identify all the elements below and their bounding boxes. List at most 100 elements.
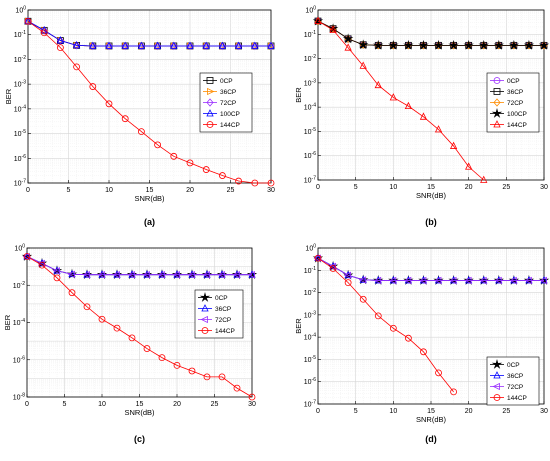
y-tick-label: 10-4 [304, 333, 316, 342]
x-tick-label: 20 [186, 187, 194, 194]
data-point-circle-marker [73, 63, 80, 71]
data-point-circle-marker [329, 265, 337, 272]
data-point-diamond-marker [154, 41, 162, 51]
x-tick-label: 25 [227, 187, 235, 194]
y-tick-label: 10-1 [304, 30, 316, 39]
data-point-circle-marker [404, 334, 412, 342]
series-line-144cp [317, 257, 454, 393]
panel-label: (c) [134, 434, 145, 444]
data-point-circle-marker [154, 141, 162, 149]
data-point-triangle-marker [232, 271, 240, 279]
x-tick-label: 15 [427, 184, 435, 191]
data-point-triangle-marker [267, 41, 275, 49]
data-point-triangle-marker [510, 276, 518, 284]
legend-label: 0CP [215, 295, 228, 302]
data-point-triangle-marker [218, 41, 227, 49]
legend-star-marker [199, 292, 211, 302]
data-point-circle-marker [359, 295, 367, 303]
legend-triangle-marker [201, 304, 209, 312]
data-point-triangle-marker [314, 253, 322, 262]
data-point-triangle-marker [23, 252, 31, 260]
data-point-triangle-marker [233, 270, 241, 278]
y-tick-label: 100 [15, 6, 26, 15]
y-tick-label: 10-8 [13, 393, 25, 402]
y-tick-label: 10-4 [13, 318, 25, 327]
data-point-triangle-marker [172, 271, 180, 279]
chart-panel-4: 0 5 10 15 20 25 30 100 10-1 10-2 10-3 10-4 10-5 10-6 1… [294, 244, 550, 444]
data-point-triangle-marker [202, 271, 210, 279]
legend-label: 100CP [507, 111, 527, 118]
data-point-triangle-marker [97, 271, 105, 279]
data-point-circle-marker [267, 179, 275, 187]
data-point-triangle-marker [539, 276, 547, 285]
series-144cp [24, 17, 275, 187]
data-point-triangle-marker [358, 276, 367, 284]
data-point-diamond-marker [251, 41, 259, 51]
x-tick-label: 30 [540, 184, 548, 191]
legend-label: 36CP [220, 89, 236, 96]
panel-label: (a) [144, 217, 155, 227]
x-tick-label: 25 [211, 401, 219, 408]
data-point-triangle-marker [67, 270, 75, 278]
x-tick-label: 0 [25, 401, 29, 408]
data-point-triangle-marker [329, 25, 337, 33]
data-point-circle-marker [89, 83, 97, 90]
data-point-triangle-marker [524, 276, 532, 285]
data-point-triangle-marker [24, 16, 32, 25]
legend-label: 36CP [507, 89, 523, 96]
data-point-diamond-marker [202, 41, 210, 51]
data-point-diamond-marker [121, 41, 129, 51]
data-point-triangle-marker [479, 276, 487, 285]
data-point-triangle-marker [248, 270, 256, 278]
data-point-triangle-marker [121, 41, 129, 49]
data-point-star-marker [538, 39, 550, 50]
data-point-star-marker [478, 39, 489, 50]
x-tick-label: 15 [427, 408, 435, 415]
y-tick-label: 100 [305, 244, 316, 253]
x-tick-label: 20 [465, 408, 473, 415]
data-point-circle-marker [173, 361, 181, 369]
x-tick-label: 30 [267, 187, 275, 194]
data-point-circle-marker [170, 152, 178, 160]
data-point-circle-marker [121, 115, 129, 123]
chart-panel-1: 0 5 10 15 20 25 30 100 10-1 10-2 10-3 10-4 10-5 10-6 1… [4, 6, 276, 227]
legend-label: 72CP [507, 384, 523, 391]
x-tick-label: 0 [26, 187, 30, 194]
data-point-circle-marker [23, 253, 31, 260]
data-point-diamond-marker [73, 41, 81, 50]
legend-label: 100CP [220, 111, 240, 118]
data-point-triangle-marker [105, 41, 113, 49]
series-line-144cp [26, 256, 253, 398]
data-point-circle-marker [186, 159, 194, 167]
x-tick-label: 20 [465, 184, 473, 191]
series-100cp [312, 15, 550, 50]
x-tick-label: 5 [67, 187, 71, 194]
data-point-star-marker [448, 39, 459, 50]
x-tick-label: 10 [98, 401, 106, 408]
y-axis-label: BER [294, 87, 303, 103]
legend-circle-marker [201, 327, 209, 334]
data-point-star-marker [342, 33, 354, 44]
legend: 0CP 36CP 72CP 100CP 144CP [199, 72, 253, 133]
data-point-triangle-marker [495, 276, 503, 284]
data-point-triangle-marker [127, 271, 135, 279]
legend-triangle-marker [200, 315, 208, 324]
data-point-triangle-marker [128, 270, 136, 278]
data-point-triangle-marker [373, 276, 382, 285]
data-point-triangle-marker [404, 276, 412, 285]
x-tick-label: 5 [354, 184, 358, 191]
data-point-circle-marker [57, 44, 64, 52]
x-tick-label: 10 [389, 408, 397, 415]
data-point-diamond-marker [170, 41, 178, 51]
data-point-triangle-marker [72, 40, 81, 49]
data-point-triangle-marker [170, 41, 178, 49]
data-point-circle-marker [143, 345, 151, 352]
legend-label: 72CP [507, 100, 523, 107]
grid-lines [26, 247, 253, 398]
data-point-triangle-marker [251, 41, 259, 49]
data-point-triangle-marker [404, 276, 413, 284]
data-point-triangle-marker [217, 271, 225, 279]
y-tick-label: 10-2 [304, 54, 316, 63]
data-point-triangle-marker [153, 41, 162, 49]
